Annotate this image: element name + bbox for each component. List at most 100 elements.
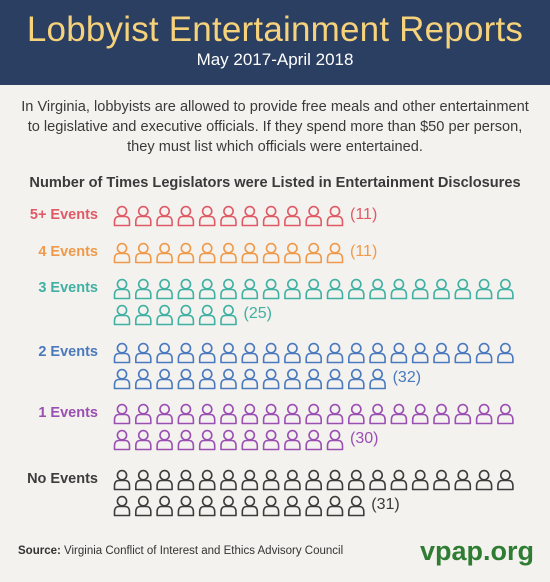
source-text: Virginia Conflict of Interest and Ethics… [64,545,344,557]
person-icon [177,342,195,364]
person-icon [411,469,429,491]
person-icon [369,342,386,364]
person-icon [113,205,131,227]
person-icon [497,403,514,425]
person-icon [198,368,216,390]
person-icon [198,205,216,227]
person-icon [262,368,280,390]
person-icon [305,429,322,451]
person-icon [284,278,301,300]
person-icon [241,242,259,264]
category-count: (32) [392,369,422,386]
person-icon [454,342,472,364]
page-subtitle: May 2017-April 2018 [196,50,354,69]
person-icon [390,278,408,300]
person-icon [135,469,152,491]
person-icon [390,469,408,491]
person-icon [156,304,173,326]
person-icon [220,495,237,517]
person-icon [177,242,195,264]
person-icon [411,278,429,300]
person-icon [475,278,493,300]
person-icon [348,403,365,425]
person-icon [326,429,344,451]
person-icon [369,278,386,300]
person-icon [220,205,237,227]
person-icon [198,469,216,491]
category-label: 4 Events [38,244,98,260]
person-icon [135,242,152,264]
person-icon [177,469,195,491]
person-icon [241,278,259,300]
person-icon [241,342,259,364]
person-icon [326,278,344,300]
category-count: (31) [371,496,400,513]
category-label: No Events [27,471,98,487]
person-icon [113,469,131,491]
person-icon [135,304,152,326]
person-icon [326,495,344,517]
person-icon [198,304,216,326]
person-icon [433,278,450,300]
person-icon [156,242,173,264]
person-icon [305,403,322,425]
person-icon [198,342,216,364]
category-count: (30) [350,430,379,447]
category-label: 2 Events [38,344,98,360]
person-icon [241,205,259,227]
person-icon [220,242,237,264]
person-icon [475,403,493,425]
person-icon [348,278,365,300]
person-icon [220,368,237,390]
person-icon [497,278,514,300]
source-label: Source: [18,545,61,557]
person-icon [284,242,301,264]
person-icon [220,429,237,451]
person-icon [348,342,365,364]
chart-title: Number of Times Legislators were Listed … [29,175,521,191]
person-icon [305,469,322,491]
person-icon [156,403,173,425]
person-icon [113,242,131,264]
category-count: (11) [350,206,378,223]
person-icon [113,368,131,390]
person-icon [284,342,301,364]
person-icon [177,205,195,227]
person-icon [262,495,280,517]
person-icon [348,368,365,390]
person-icon [348,495,365,517]
person-icon [113,278,131,300]
person-icon [262,205,280,227]
vpap-logo[interactable]: vpap.org [419,536,534,566]
person-icon [284,429,301,451]
person-icon [497,342,514,364]
person-icon [156,469,173,491]
person-icon [411,403,429,425]
person-icon [305,342,322,364]
person-icon [198,403,216,425]
person-icon [156,205,173,227]
person-icon [284,403,301,425]
person-icon [241,403,259,425]
person-icon [177,368,195,390]
person-icon [284,495,301,517]
person-icon [262,278,280,300]
person-icon [284,205,301,227]
person-icon [198,242,216,264]
person-icon [220,469,237,491]
header-banner: Lobbyist Entertainment Reports May 2017-… [0,0,550,85]
intro-text: In Virginia, lobbyists are allowed to pr… [21,99,529,155]
person-icon [348,469,365,491]
person-icon [326,342,344,364]
person-icon [305,242,322,264]
person-icon [156,342,173,364]
person-icon [454,403,472,425]
person-icon [220,304,237,326]
source-note: Source: Virginia Conflict of Interest an… [18,545,343,557]
person-icon [177,403,195,425]
person-icon [113,403,131,425]
person-icon [135,278,152,300]
category-label: 3 Events [38,280,98,296]
person-icon [177,278,195,300]
